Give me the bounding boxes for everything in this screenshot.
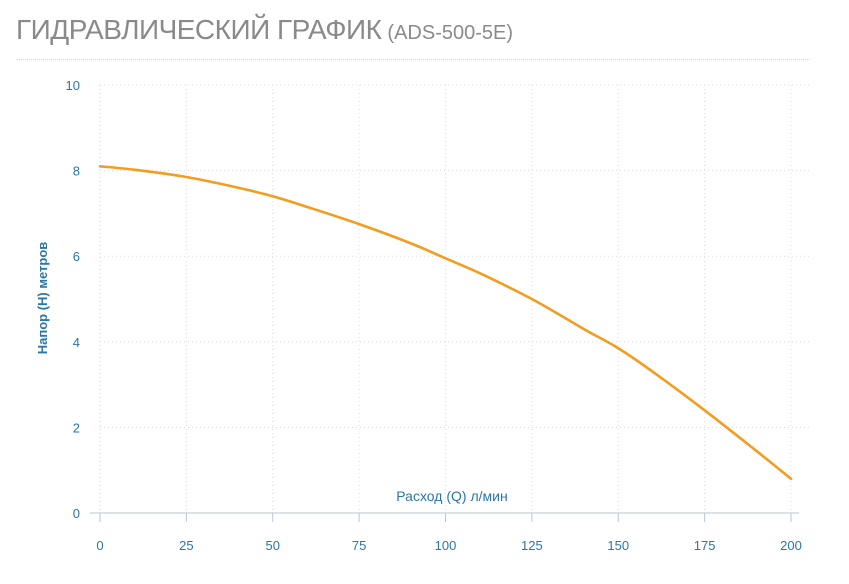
x-tick-label: 175 <box>694 538 716 553</box>
x-tick-label: 25 <box>179 538 193 553</box>
x-tick-label: 125 <box>521 538 543 553</box>
series-layer <box>98 165 793 481</box>
x-axis-title: Расход (Q) л/мин <box>396 488 507 504</box>
axes <box>90 85 799 522</box>
chart-header: ГИДРАВЛИЧЕСКИЙ ГРАФИК (ADS-500-5E) <box>16 14 513 46</box>
x-tick-label: 75 <box>352 538 366 553</box>
y-tick-label: 4 <box>73 335 80 350</box>
header-divider <box>16 59 810 60</box>
x-tick-label: 0 <box>96 538 103 553</box>
x-tick-label: 50 <box>266 538 280 553</box>
y-tick-label: 8 <box>73 164 80 179</box>
y-tick-label: 10 <box>66 78 80 93</box>
x-tick-label: 100 <box>435 538 457 553</box>
y-axis-title: Напор (H) метров <box>35 242 50 355</box>
grid <box>99 84 811 513</box>
series-line-0 <box>98 165 793 481</box>
x-tick-label: 200 <box>780 538 802 553</box>
y-tick-label: 2 <box>73 420 80 435</box>
page-subtitle: (ADS-500-5E) <box>387 22 514 44</box>
y-tick-label: 0 <box>73 506 80 521</box>
page-title: ГИДРАВЛИЧЕСКИЙ ГРАФИК <box>16 14 382 45</box>
y-tick-label: 6 <box>73 249 80 264</box>
x-tick-label: 150 <box>607 538 629 553</box>
